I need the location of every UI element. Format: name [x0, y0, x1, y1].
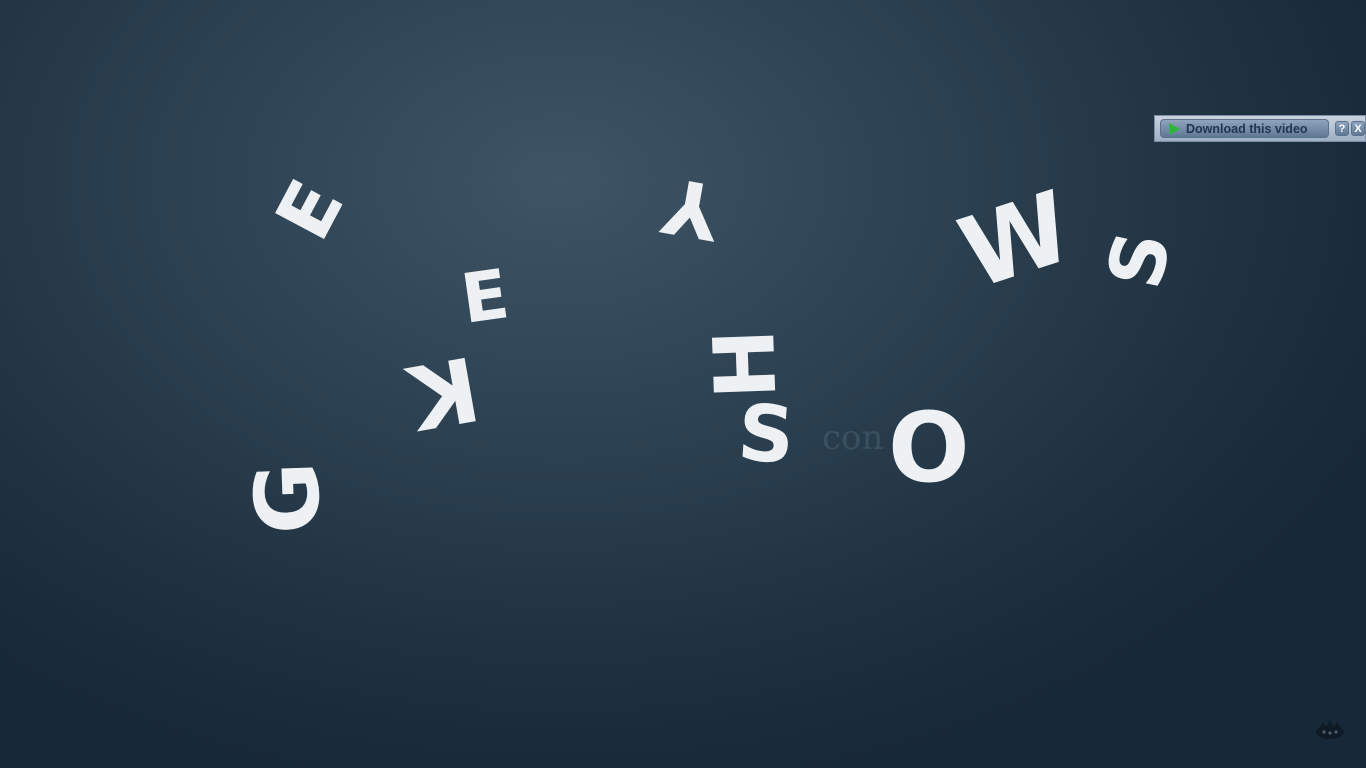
faint-background-text: con — [822, 418, 884, 458]
letter-e-1: E — [258, 165, 361, 254]
letter-e-2: E — [456, 255, 514, 340]
letter-w: W — [947, 170, 1086, 312]
download-video-button[interactable]: Download this video — [1160, 119, 1329, 138]
letter-o: O — [888, 392, 970, 504]
play-icon — [1169, 122, 1180, 135]
download-overlay-bar: Download this video ? X — [1154, 115, 1366, 142]
letter-s-2: S — [734, 388, 798, 482]
letter-g: G — [234, 460, 341, 536]
letter-s-1: S — [1089, 223, 1189, 296]
help-button[interactable]: ? — [1335, 121, 1349, 136]
download-button-label: Download this video — [1186, 121, 1308, 136]
close-overlay-button[interactable]: X — [1351, 121, 1365, 136]
letter-k: K — [401, 335, 487, 450]
letter-y: Y — [656, 159, 727, 258]
watermark-logo-icon — [1312, 716, 1348, 742]
